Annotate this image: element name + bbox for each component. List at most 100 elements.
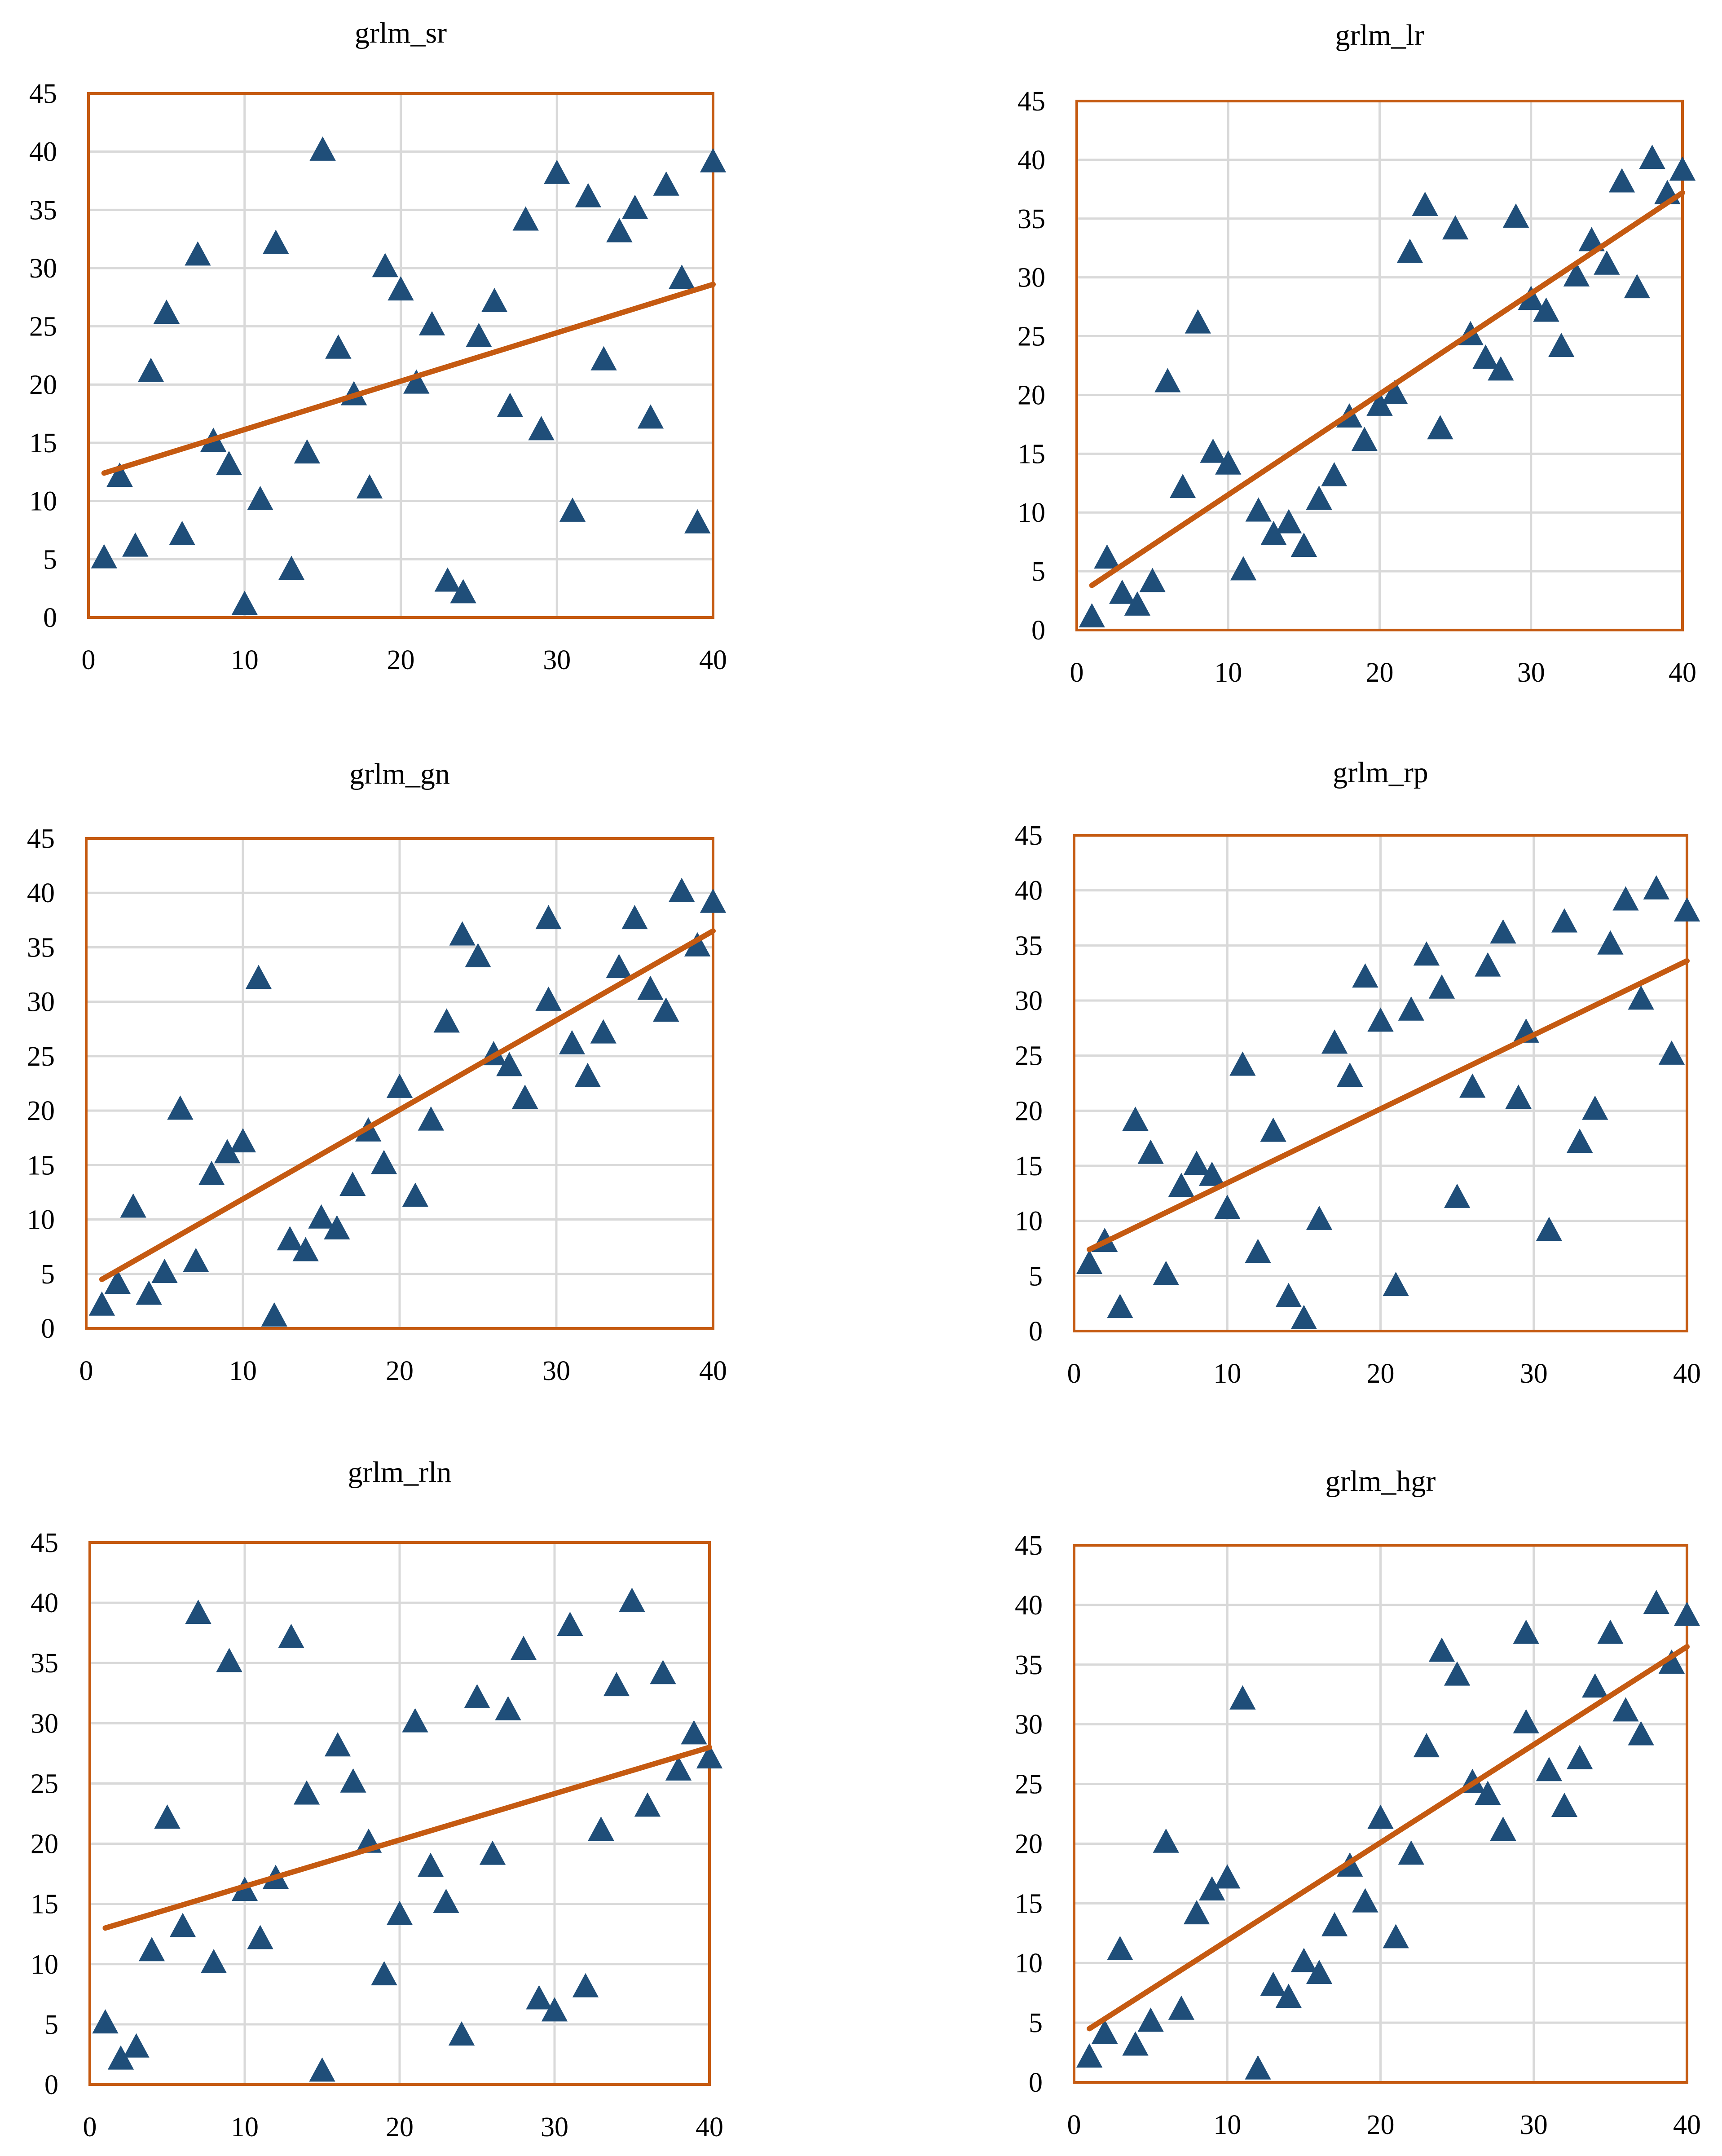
x-tick-label: 40 [1673, 2110, 1701, 2140]
data-point-marker [138, 1937, 165, 1962]
data-point-marker [1321, 462, 1348, 486]
x-tick-label: 40 [699, 645, 727, 675]
y-tick-label: 5 [1029, 2008, 1043, 2038]
data-point-marker [198, 1160, 225, 1185]
data-point-marker [1658, 1040, 1685, 1065]
x-tick-label: 0 [1067, 1358, 1081, 1389]
data-point-marker [1582, 1673, 1608, 1698]
y-tick-label: 45 [29, 79, 57, 109]
y-tick-label: 45 [1015, 820, 1043, 851]
x-tick-label: 10 [1213, 1358, 1241, 1389]
chart-title: grlm_sr [355, 17, 447, 49]
data-point-marker [572, 1973, 599, 1997]
data-point-marker [1398, 1840, 1424, 1865]
data-point-marker [1594, 250, 1620, 275]
data-point-marker [464, 1684, 490, 1708]
y-tick-label: 25 [27, 1041, 55, 1072]
x-tick-label: 40 [1673, 1358, 1701, 1389]
data-point-marker [479, 1840, 506, 1865]
data-point-marker [418, 1106, 444, 1131]
y-tick-label: 10 [1015, 1948, 1043, 1979]
data-point-marker [1122, 2031, 1149, 2056]
linear-trendline [1087, 1644, 1690, 2032]
chart-title: grlm_rln [348, 1456, 452, 1489]
data-point-marker [684, 932, 711, 957]
data-point-marker [1669, 156, 1696, 181]
data-point-marker [1628, 985, 1654, 1010]
data-point-marker [340, 1768, 366, 1793]
data-point-marker [1214, 1195, 1241, 1219]
data-point-marker [481, 288, 508, 313]
data-point-marker [1597, 930, 1624, 955]
data-point-marker [278, 556, 305, 580]
data-point-marker [1183, 1900, 1210, 1925]
data-point-marker [541, 1997, 568, 2022]
data-point-marker [512, 206, 539, 231]
data-point-marker [388, 276, 414, 301]
data-point-marker [1290, 1305, 1317, 1329]
data-point-marker [544, 159, 570, 184]
data-point-marker [653, 171, 679, 196]
y-tick-label: 40 [1015, 876, 1043, 906]
data-point-marker [1245, 497, 1272, 522]
data-point-marker [621, 905, 648, 930]
data-point-marker [154, 1804, 181, 1829]
plot-area-frame [88, 1541, 711, 2086]
x-tick-label: 20 [1367, 2110, 1395, 2140]
plot-area-frame [1075, 100, 1684, 631]
data-point-marker [1321, 1029, 1348, 1054]
y-tick-label: 10 [27, 1205, 55, 1235]
data-point-marker [1321, 1912, 1348, 1936]
data-point-marker [372, 253, 398, 278]
data-point-marker [183, 1248, 209, 1272]
y-tick-label: 5 [1031, 556, 1045, 587]
data-point-marker [418, 311, 445, 335]
chart-title: grlm_gn [349, 758, 450, 790]
data-point-marker [1230, 556, 1257, 581]
data-point-marker [1551, 1792, 1578, 1817]
data-point-marker [1566, 1129, 1593, 1153]
data-point-marker [1168, 1173, 1195, 1197]
data-point-marker [450, 579, 476, 604]
data-point-marker [1597, 1619, 1624, 1644]
data-point-marker [1490, 1817, 1516, 1841]
data-point-marker [588, 1816, 614, 1841]
chart-title: grlm_lr [1335, 19, 1424, 52]
data-point-marker [574, 1063, 601, 1087]
data-point-marker [1275, 1984, 1302, 2008]
data-point-marker [535, 986, 562, 1011]
data-point-marker [466, 322, 492, 347]
chart-title: grlm_hgr [1326, 1465, 1436, 1498]
data-point-marker [167, 1095, 194, 1120]
data-point-marker [1383, 1272, 1409, 1296]
plot-area-frame [85, 837, 714, 1330]
y-tick-label: 45 [1015, 1530, 1043, 1561]
data-point-marker [1109, 579, 1136, 604]
x-tick-label: 30 [1517, 657, 1545, 688]
data-point-marker [1639, 145, 1665, 169]
data-point-marker [1092, 2019, 1118, 2044]
data-point-marker [495, 1696, 521, 1720]
y-tick-label: 35 [1015, 930, 1043, 961]
linear-trendline [99, 928, 716, 1282]
data-point-marker [247, 485, 273, 510]
data-point-marker [1260, 1971, 1286, 1996]
data-point-marker [1475, 952, 1501, 977]
data-point-marker [324, 1732, 351, 1757]
y-tick-label: 30 [1017, 263, 1045, 293]
data-point-marker [123, 2033, 150, 2058]
data-point-marker [1566, 1745, 1593, 1769]
data-point-marker [606, 218, 633, 242]
plot-area-frame [1073, 1544, 1688, 2084]
data-point-marker [1513, 1619, 1539, 1644]
data-point-marker [1337, 1062, 1363, 1087]
y-tick-label: 45 [27, 824, 55, 854]
data-point-marker [122, 532, 149, 557]
data-point-marker [1137, 1139, 1164, 1164]
data-point-marker [1624, 274, 1650, 299]
data-point-marker [681, 1720, 707, 1745]
data-point-marker [1536, 1757, 1563, 1781]
data-point-marker [1444, 1183, 1471, 1208]
y-tick-label: 35 [1015, 1650, 1043, 1680]
x-tick-label: 30 [1520, 1358, 1548, 1389]
